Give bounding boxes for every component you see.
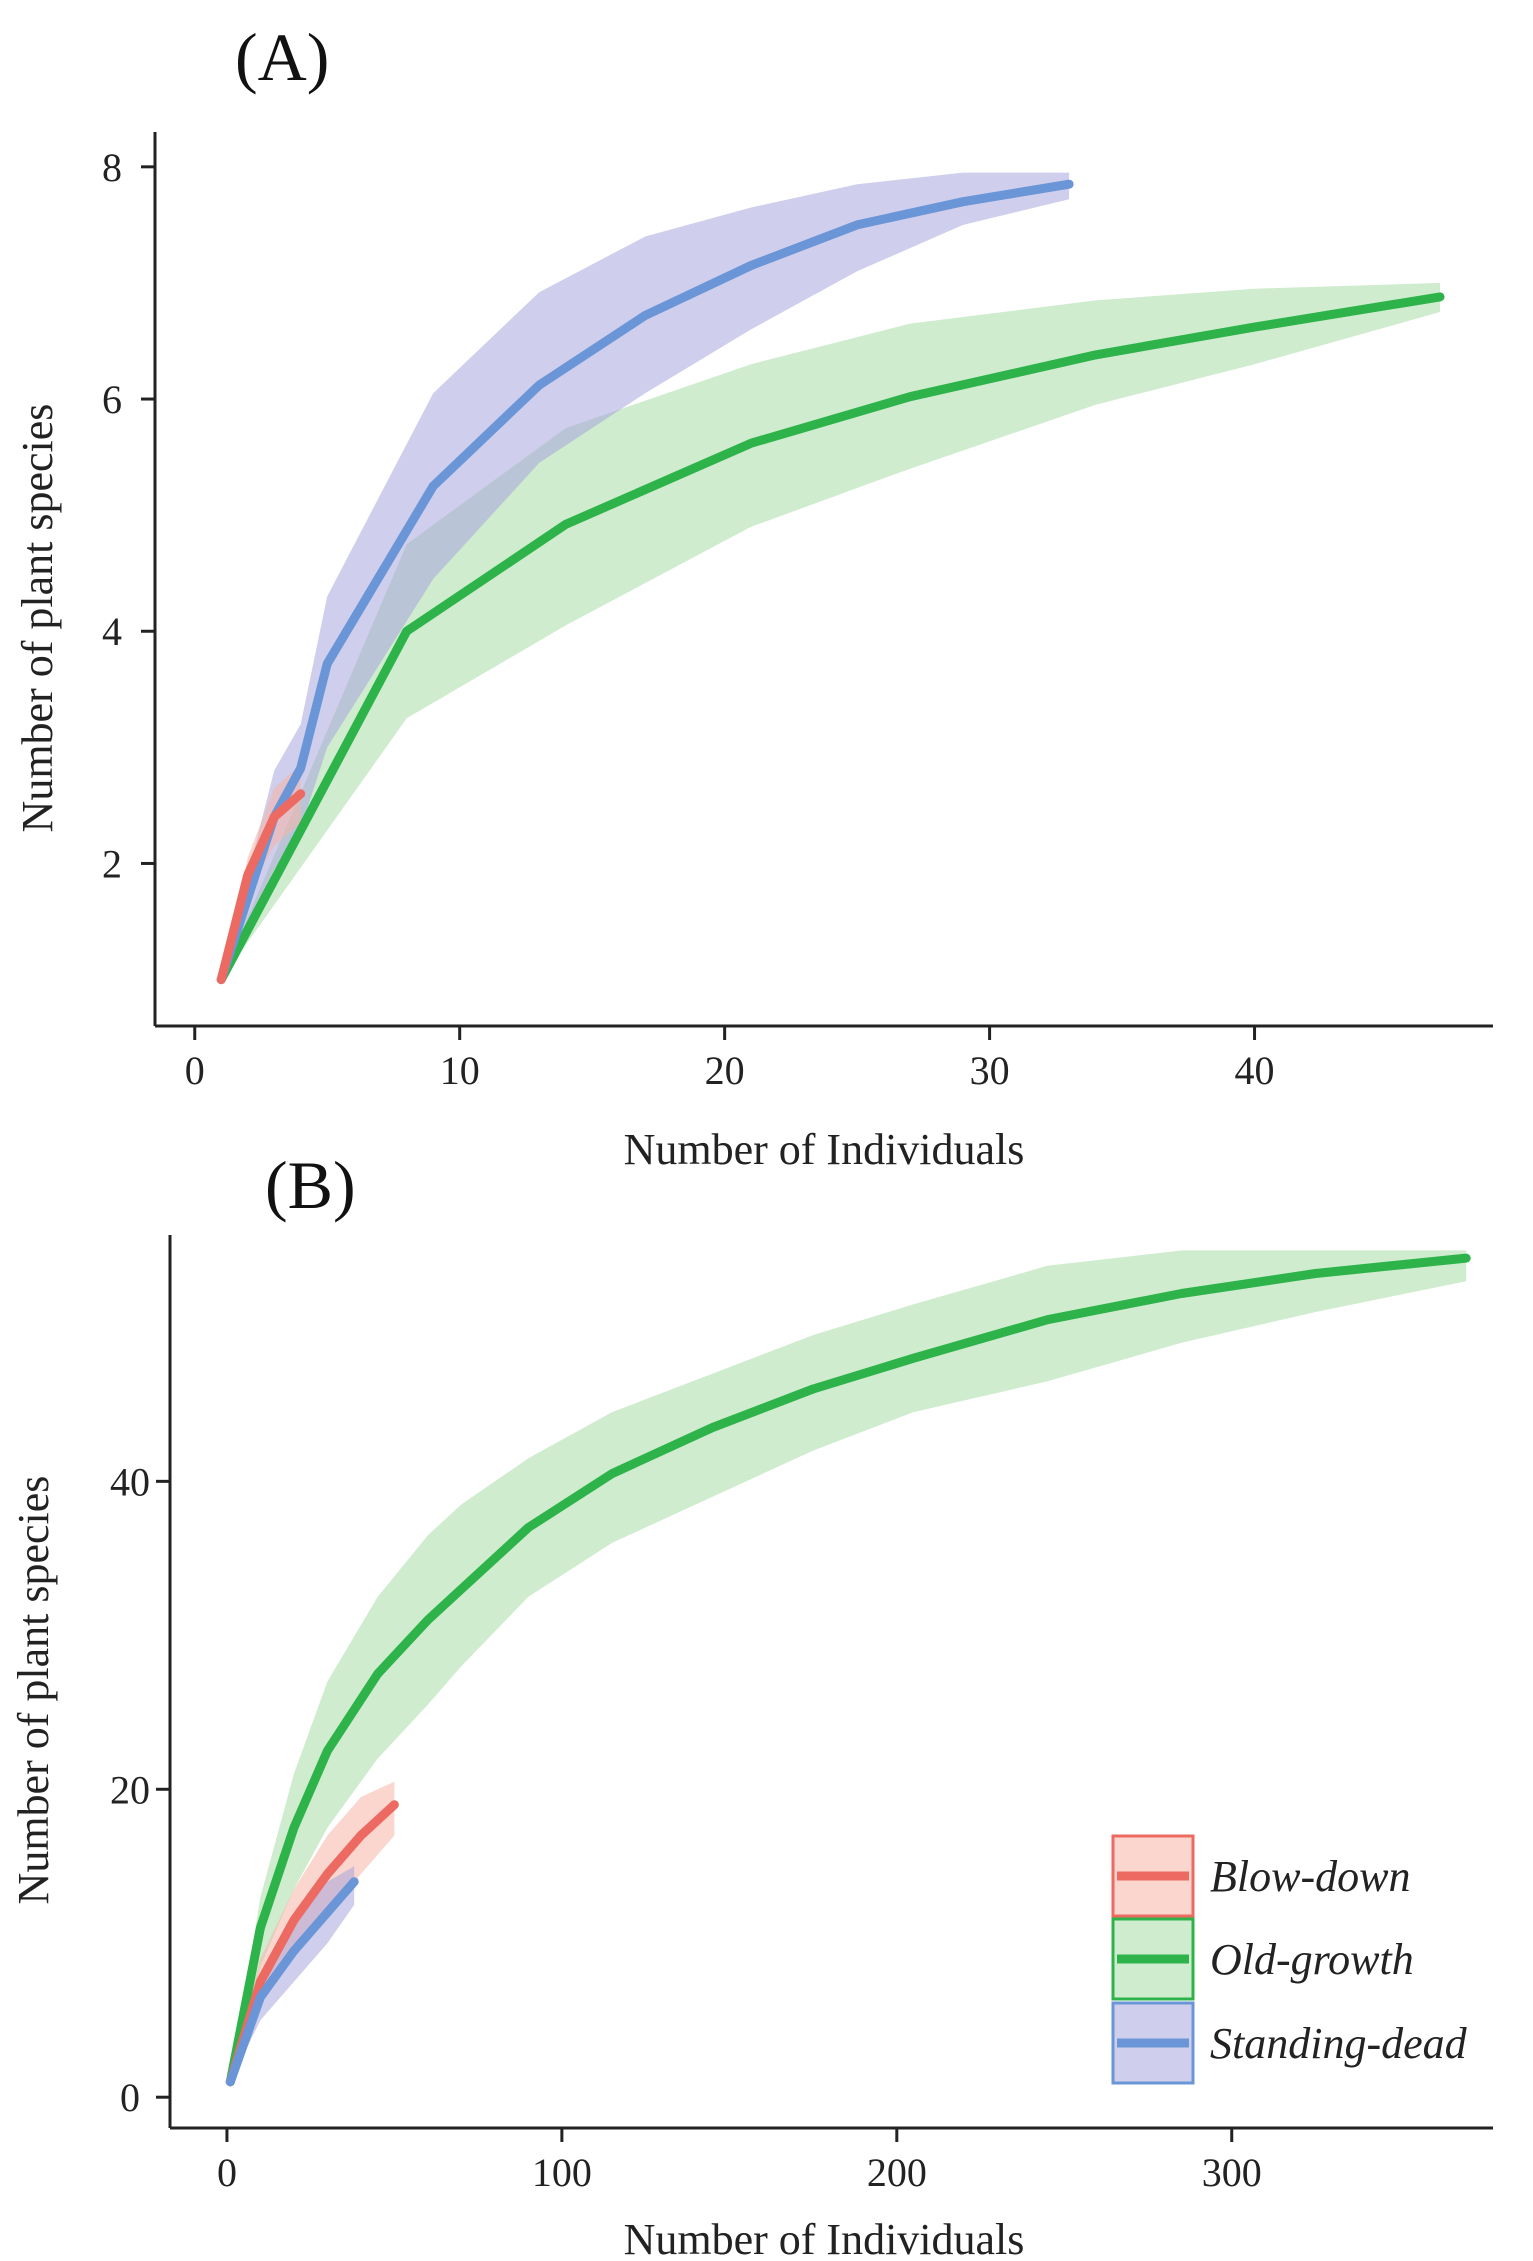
panel-a: (A) 0 10 20 30 40 2 4 6 8 Number of Individuals… — [13, 19, 1493, 1174]
panel-b-x-axis-title: Number of Individuals — [624, 2215, 1025, 2261]
legend-label-old-growth: Old-growth — [1210, 1935, 1414, 1984]
panel-a-y-tick-label: 4 — [102, 609, 122, 654]
panel-b-line-old-growth — [225, 1253, 1471, 2087]
panel-a-series-lines — [216, 179, 1445, 985]
legend-item-blow-down: Blow-down — [1111, 1834, 1410, 1918]
legend-label-blow-down: Blow-down — [1210, 1852, 1410, 1901]
panel-b-y-tick-label: 20 — [110, 1767, 150, 1812]
panel-a-x-tick-label: 0 — [185, 1048, 205, 1093]
panel-a-x-tick-label: 20 — [705, 1048, 745, 1093]
legend-label-standing-dead: Standing-dead — [1210, 2019, 1468, 2068]
panel-b-x-tick-label: 0 — [217, 2150, 237, 2195]
panel-a-y-ticks: 2 4 6 8 — [102, 145, 155, 886]
panel-a-x-ticks: 0 10 20 30 40 — [185, 1026, 1275, 1093]
panel-a-x-tick-label: 10 — [440, 1048, 480, 1093]
panel-b-y-tick-label: 0 — [120, 2075, 140, 2120]
panel-b-x-tick-label: 100 — [532, 2150, 592, 2195]
panel-b-x-tick-label: 200 — [867, 2150, 927, 2195]
panel-a-y-tick-label: 8 — [102, 145, 122, 190]
panel-a-x-axis-title: Number of Individuals — [624, 1125, 1025, 1174]
panel-b-series-lines — [225, 1253, 1471, 2087]
panel-b: (B) 0 100 200 300 0 20 40 Number of Individua… — [9, 1147, 1493, 2261]
panel-b-y-ticks: 0 20 40 — [110, 1459, 170, 2120]
legend-item-standing-dead: Standing-dead — [1111, 2001, 1468, 2085]
panel-b-y-axis-title: Number of plant species — [9, 1476, 58, 1905]
panel-b-band-old-growth — [230, 1250, 1467, 2082]
panel-a-band-blow-down — [221, 764, 301, 980]
panel-a-y-tick-label: 6 — [102, 377, 122, 422]
panel-a-x-tick-label: 40 — [1235, 1048, 1275, 1093]
legend-item-old-growth: Old-growth — [1111, 1917, 1414, 2001]
panel-b-x-tick-label: 300 — [1202, 2150, 1262, 2195]
panel-a-line-standing-dead — [216, 179, 1074, 985]
panel-b-x-ticks: 0 100 200 300 — [217, 2128, 1262, 2195]
panel-b-legend: Blow-down Old-growth Standing-dead — [1111, 1834, 1468, 2085]
panel-a-label: (A) — [235, 19, 329, 95]
panel-b-line-standing-dead — [225, 1877, 359, 2087]
panel-a-y-tick-label: 2 — [102, 841, 122, 886]
panel-a-x-tick-label: 30 — [970, 1048, 1010, 1093]
panel-b-y-tick-label: 40 — [110, 1459, 150, 1504]
panel-a-line-old-growth — [216, 292, 1445, 985]
panel-b-band-blow-down — [230, 1781, 395, 2082]
panel-a-confidence-bands — [221, 172, 1441, 980]
panel-b-label: (B) — [265, 1147, 356, 1223]
panel-a-band-standing-dead — [221, 172, 1070, 980]
panel-a-y-axis-title: Number of plant species — [13, 404, 62, 833]
panel-a-line-blow-down — [216, 789, 306, 985]
